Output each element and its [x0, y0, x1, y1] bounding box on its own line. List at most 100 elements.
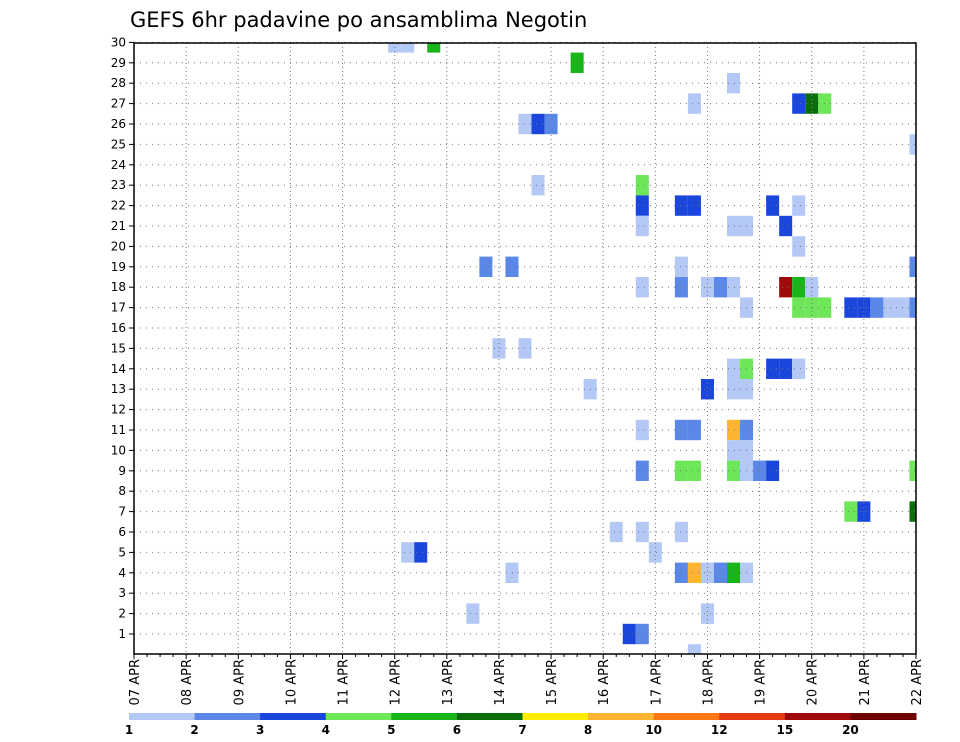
x-tick-label: 15 APR: [545, 659, 560, 705]
colorbar-segment: [391, 713, 458, 720]
chart-title: GEFS 6hr padavine po ansamblima Negotin: [130, 8, 587, 32]
y-tick-label: 8: [118, 484, 126, 498]
y-tick-label: 20: [111, 239, 126, 253]
data-cell: [779, 358, 793, 379]
colorbar-label: 8: [584, 723, 592, 737]
colorbar-segment: [588, 713, 655, 720]
x-tick-label: 07 APR: [128, 659, 143, 705]
data-cell: [766, 358, 780, 379]
colorbar-segment: [850, 713, 917, 720]
data-cell: [727, 277, 741, 298]
colorbar-segment: [129, 713, 196, 720]
data-cell: [609, 521, 623, 543]
y-tick-label: 25: [111, 137, 126, 151]
y-tick-label: 15: [111, 341, 126, 355]
data-cell: [635, 460, 649, 481]
y-tick-label: 9: [118, 464, 126, 478]
colorbar-label: 3: [256, 723, 264, 737]
data-cell: [766, 195, 780, 216]
data-cell: [674, 562, 688, 583]
data-cell: [779, 277, 793, 298]
data-cell: [635, 277, 649, 298]
data-cell: [727, 73, 741, 94]
y-tick-label: 22: [111, 199, 126, 213]
data-cell: [635, 623, 649, 645]
data-cell: [674, 521, 688, 543]
y-tick-label: 17: [111, 301, 126, 315]
x-tick-label: 13 APR: [441, 659, 456, 705]
x-tick-label: 16 APR: [597, 659, 612, 705]
data-cell: [414, 542, 428, 563]
data-cell: [713, 562, 728, 583]
data-cell: [713, 277, 728, 298]
y-tick-label: 6: [118, 525, 126, 539]
data-cell: [909, 460, 916, 481]
y-tick-label: 19: [111, 260, 126, 274]
y-tick-label: 11: [111, 423, 126, 437]
data-cell: [727, 419, 741, 441]
data-cell: [727, 379, 741, 400]
y-axis: 1234567891011121314151617181920212223242…: [111, 35, 134, 641]
data-cell: [727, 460, 741, 481]
colorbar-segment: [653, 713, 720, 720]
data-cell: [635, 195, 649, 216]
data-cell: [635, 215, 649, 237]
data-cell: [792, 236, 806, 257]
data-cell: [727, 215, 741, 237]
y-tick-label: 18: [111, 280, 126, 294]
data-cell: [909, 297, 916, 318]
y-tick-label: 27: [111, 97, 126, 111]
data-cell: [635, 521, 649, 543]
y-tick-label: 23: [111, 178, 126, 192]
x-tick-label: 10 APR: [284, 659, 299, 705]
data-cell: [505, 562, 519, 583]
y-tick-label: 24: [111, 158, 126, 172]
data-cell: [727, 440, 741, 461]
colorbar-label: 15: [776, 723, 793, 737]
data-cell: [479, 256, 493, 277]
colorbar-segment: [784, 713, 851, 720]
data-cell: [700, 603, 714, 624]
colorbar-segment: [719, 713, 786, 720]
data-cell: [792, 195, 806, 216]
y-tick-label: 16: [111, 321, 126, 335]
data-cell: [792, 277, 806, 298]
data-cell: [635, 419, 649, 441]
x-tick-label: 08 APR: [180, 659, 195, 705]
data-cells: [388, 43, 916, 654]
y-tick-label: 1: [118, 627, 126, 641]
data-cell: [727, 562, 741, 583]
x-tick-label: 18 APR: [702, 659, 717, 705]
data-cell: [792, 93, 806, 114]
data-cell: [505, 256, 519, 277]
data-cell: [687, 460, 701, 481]
data-cell: [883, 297, 897, 318]
data-cell: [766, 460, 780, 481]
data-cell: [648, 542, 662, 563]
data-cell: [622, 623, 636, 645]
colorbar-segment: [522, 713, 589, 720]
y-tick-label: 4: [118, 566, 126, 580]
colorbar-segment: [456, 713, 523, 720]
data-cell: [674, 277, 688, 298]
data-cell: [753, 460, 767, 481]
x-tick-label: 09 APR: [232, 659, 247, 705]
plot-frame: [133, 42, 917, 655]
data-cell: [870, 297, 884, 318]
x-tick-label: 12 APR: [389, 659, 404, 705]
x-tick-label: 11 APR: [337, 659, 352, 705]
y-tick-label: 3: [118, 586, 126, 600]
y-tick-label: 13: [111, 382, 126, 396]
data-cell: [687, 562, 701, 583]
data-cell: [687, 644, 701, 654]
data-cell: [792, 358, 806, 379]
data-cell: [674, 419, 688, 441]
colorbar-label: 7: [518, 723, 526, 737]
data-cell: [700, 379, 714, 400]
x-tick-label: 21 APR: [858, 659, 873, 705]
data-cell: [687, 419, 701, 441]
data-cell: [674, 256, 688, 277]
colorbar-label: 1: [125, 723, 133, 737]
colorbar-label: 2: [190, 723, 198, 737]
